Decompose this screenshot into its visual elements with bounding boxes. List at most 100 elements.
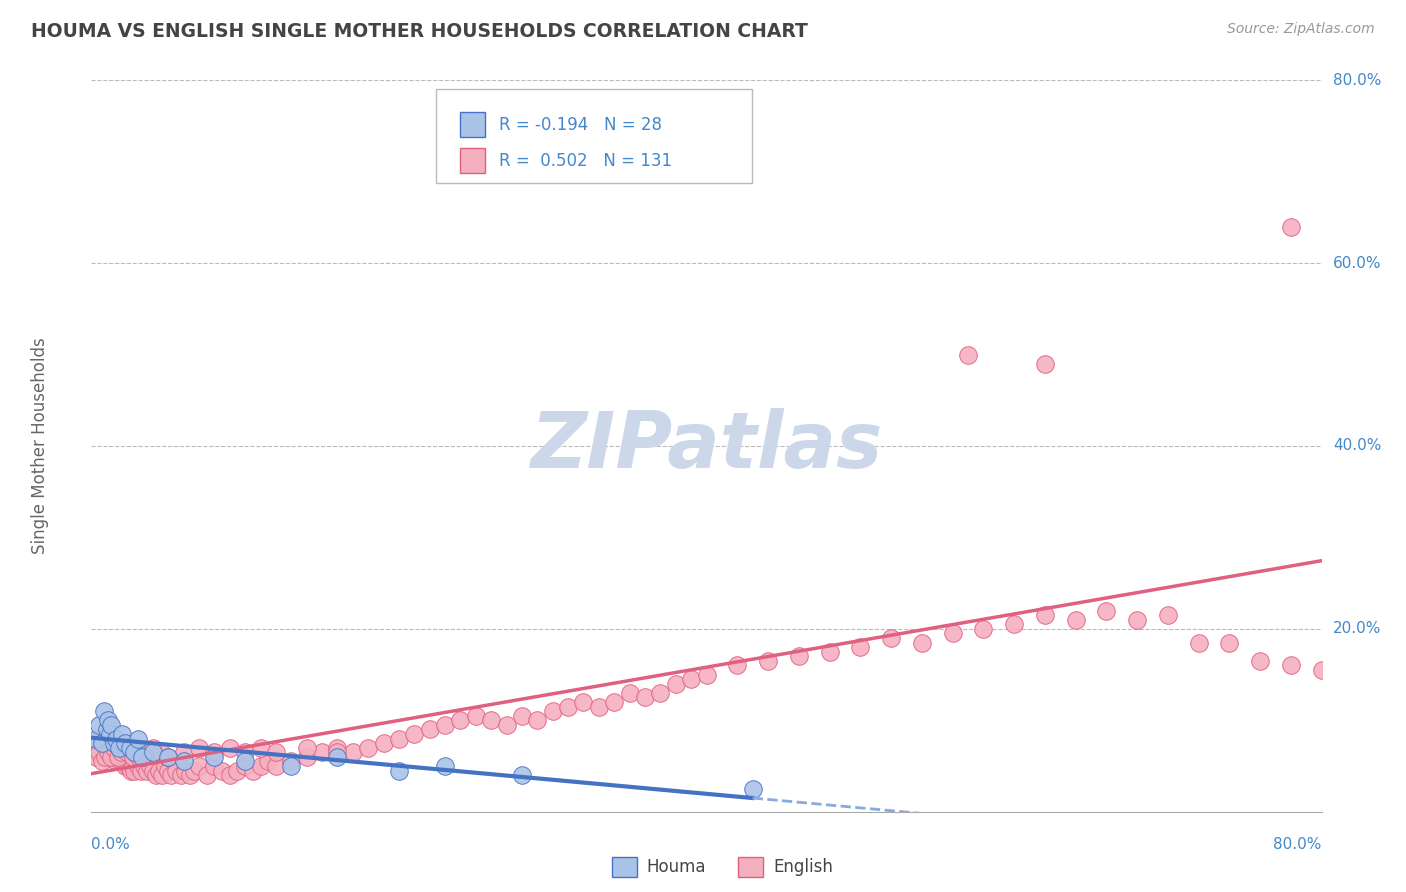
Text: 0.0%: 0.0% xyxy=(91,838,131,853)
Point xyxy=(696,667,718,681)
Point xyxy=(911,635,934,649)
Point xyxy=(388,731,411,746)
Point xyxy=(98,727,121,741)
Point xyxy=(125,755,148,769)
Point xyxy=(91,755,114,769)
Point xyxy=(1126,613,1149,627)
Point xyxy=(87,745,110,759)
Point xyxy=(1218,635,1240,649)
Text: HOUMA VS ENGLISH SINGLE MOTHER HOUSEHOLDS CORRELATION CHART: HOUMA VS ENGLISH SINGLE MOTHER HOUSEHOLD… xyxy=(31,22,808,41)
Point xyxy=(84,736,107,750)
Point xyxy=(634,690,657,705)
Point xyxy=(96,740,118,755)
Text: R =  0.502   N = 131: R = 0.502 N = 131 xyxy=(499,152,672,169)
Text: R = -0.194   N = 28: R = -0.194 N = 28 xyxy=(499,116,662,134)
Point xyxy=(110,745,132,759)
Point xyxy=(111,749,134,764)
Point xyxy=(103,740,125,755)
Point xyxy=(1310,663,1333,677)
Point xyxy=(183,764,205,778)
Point xyxy=(326,749,349,764)
Point xyxy=(100,749,122,764)
Point xyxy=(603,695,626,709)
Point xyxy=(157,764,180,778)
Point xyxy=(128,749,150,764)
Point xyxy=(295,740,318,755)
Point xyxy=(434,718,457,732)
Point xyxy=(132,759,155,773)
Point xyxy=(97,745,120,759)
Text: 80.0%: 80.0% xyxy=(1274,838,1322,853)
Point xyxy=(419,723,441,737)
Point xyxy=(103,749,125,764)
Point xyxy=(150,768,173,782)
Point xyxy=(142,745,165,759)
Point xyxy=(91,736,114,750)
Point xyxy=(479,714,502,728)
Point xyxy=(388,764,411,778)
Point xyxy=(157,749,180,764)
Point xyxy=(741,781,763,796)
Point xyxy=(118,755,141,769)
Point xyxy=(280,759,302,773)
Point xyxy=(264,745,287,759)
Point xyxy=(129,764,152,778)
Point xyxy=(108,740,131,755)
Point xyxy=(94,745,117,759)
Point xyxy=(157,749,180,764)
Point xyxy=(242,764,264,778)
Point xyxy=(541,704,564,718)
Point xyxy=(233,755,256,769)
Point xyxy=(174,764,197,778)
Point xyxy=(249,740,271,755)
Point xyxy=(142,764,165,778)
Point xyxy=(588,699,610,714)
Point xyxy=(681,672,703,686)
Point xyxy=(100,718,122,732)
Point xyxy=(114,736,136,750)
Point xyxy=(101,745,124,759)
Point xyxy=(1187,635,1209,649)
Text: 40.0%: 40.0% xyxy=(1333,439,1381,453)
Point xyxy=(142,740,165,755)
Point xyxy=(93,749,115,764)
Point xyxy=(956,348,979,362)
Point xyxy=(311,745,333,759)
Point xyxy=(179,768,201,782)
Point xyxy=(105,731,127,746)
Point xyxy=(87,745,110,759)
Point xyxy=(373,736,395,750)
Point xyxy=(188,759,211,773)
Point xyxy=(572,695,595,709)
Point xyxy=(125,745,148,759)
Point xyxy=(1279,658,1302,673)
Point xyxy=(619,686,641,700)
Point xyxy=(464,708,486,723)
Point xyxy=(86,731,108,746)
Point xyxy=(725,658,748,673)
Point xyxy=(134,745,156,759)
Point xyxy=(942,626,965,640)
Point xyxy=(135,764,157,778)
Point xyxy=(107,749,129,764)
Point xyxy=(91,736,114,750)
Point xyxy=(90,740,112,755)
Point xyxy=(160,768,183,782)
Point xyxy=(1064,613,1087,627)
Point xyxy=(1095,603,1118,617)
Point xyxy=(326,740,349,755)
Point xyxy=(202,759,225,773)
Point xyxy=(195,768,218,782)
Point xyxy=(233,759,256,773)
Point xyxy=(149,745,172,759)
Point xyxy=(165,764,187,778)
Point xyxy=(665,676,688,690)
Point xyxy=(1249,654,1271,668)
Point xyxy=(202,749,225,764)
Point xyxy=(124,764,146,778)
Point xyxy=(756,654,779,668)
Point xyxy=(122,749,145,764)
Text: 80.0%: 80.0% xyxy=(1333,73,1381,87)
Point xyxy=(972,622,994,636)
Point xyxy=(110,755,132,769)
